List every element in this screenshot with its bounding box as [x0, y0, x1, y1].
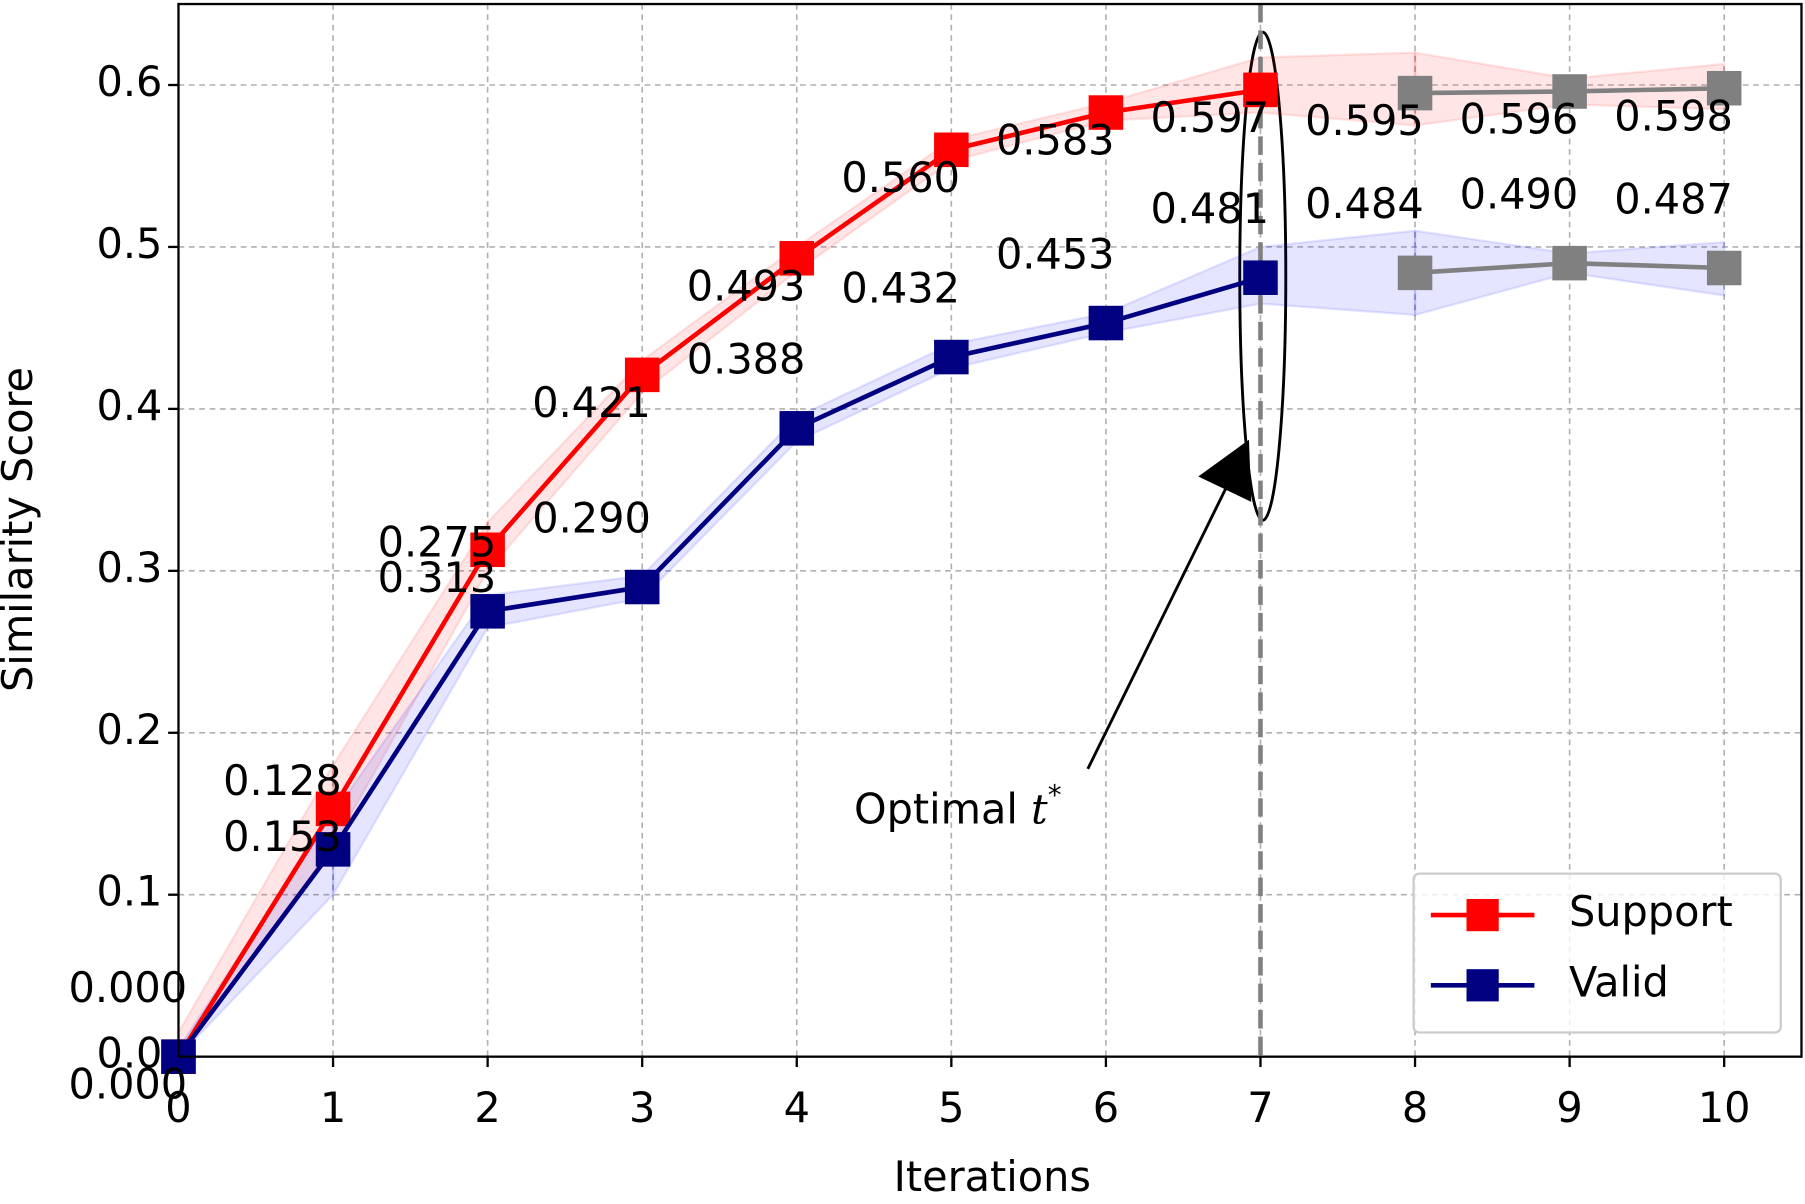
x-tick-label: 0	[165, 1084, 191, 1132]
series-marker	[315, 832, 351, 867]
value-label: 0.596	[1460, 96, 1579, 144]
y-tick-label: 0.2	[96, 706, 162, 754]
series-marker	[315, 791, 351, 827]
value-label: 0.421	[532, 379, 651, 427]
y-tick-label: 0.6	[96, 58, 162, 106]
annotation-symbol: t	[1031, 785, 1048, 833]
series-marker	[1706, 250, 1742, 286]
x-tick-label: 1	[320, 1084, 346, 1132]
y-tick-label: 0.3	[96, 544, 162, 592]
axes-frame	[177, 2, 1803, 1058]
series-line	[176, 87, 1261, 1058]
y-axis-label: Similarity Score	[0, 367, 42, 692]
y-tick-label: 0.5	[96, 220, 162, 268]
value-label: 0.490	[1460, 171, 1579, 219]
series-marker	[1243, 260, 1278, 295]
value-label: 0.453	[996, 230, 1115, 278]
legend-marker	[1466, 898, 1499, 932]
series-marker	[1552, 245, 1587, 281]
value-label: 0.597	[1151, 94, 1270, 142]
value-label: 0.290	[532, 494, 651, 542]
series-marker	[1397, 255, 1433, 291]
series-marker	[779, 241, 815, 276]
confidence-band	[1104, 245, 1262, 335]
x-tick-label: 10	[1698, 1084, 1751, 1132]
x-tick-label: 5	[938, 1084, 964, 1132]
value-label: 0.275	[378, 519, 497, 567]
series-marker	[1397, 75, 1433, 111]
value-label: 0.583	[996, 117, 1115, 165]
x-tick-label: 2	[474, 1084, 500, 1132]
value-label: 0.000	[69, 964, 188, 1012]
annotation: Optimal t*	[854, 779, 1062, 834]
x-tick-label: 7	[1247, 1084, 1273, 1132]
value-label: 0.598	[1614, 92, 1733, 140]
series-marker	[1243, 72, 1278, 108]
value-label: 0.432	[841, 264, 960, 312]
series-marker	[470, 532, 505, 568]
y-tick-label: 0.4	[96, 382, 162, 430]
y-tick-label: 0.1	[96, 868, 162, 916]
value-label: 0.000	[69, 1061, 188, 1109]
x-tick-label: 3	[629, 1084, 655, 1132]
arrow-shaft	[1086, 480, 1231, 770]
value-label: 0.487	[1614, 175, 1733, 223]
legend-label: Support	[1569, 888, 1733, 936]
value-label: 0.128	[223, 757, 342, 805]
x-tick-label: 4	[784, 1084, 810, 1132]
plot-background	[177, 4, 1802, 1058]
x-axis-label: Iterations	[894, 1153, 1091, 1201]
value-label: 0.595	[1305, 97, 1424, 145]
value-label: 0.484	[1305, 180, 1424, 228]
series-marker	[779, 411, 815, 446]
value-label: 0.560	[841, 154, 960, 202]
series-marker	[624, 357, 660, 393]
legend-label: Valid	[1569, 958, 1669, 1006]
y-tick-label: 0.0	[96, 1030, 162, 1078]
legend-marker	[1466, 969, 1499, 1002]
x-tick-label: 6	[1093, 1084, 1119, 1132]
series-marker	[624, 569, 660, 605]
confidence-band	[486, 574, 644, 629]
confidence-band	[1259, 229, 1417, 317]
series-line	[176, 275, 1262, 1059]
arrow-head	[1198, 439, 1252, 502]
x-tick-label: 9	[1556, 1084, 1582, 1132]
annotation-superscript: *	[1048, 779, 1062, 812]
value-label: 0.493	[687, 262, 806, 310]
annotation-text: Optimal	[854, 786, 1018, 834]
series-marker	[470, 594, 505, 629]
value-label: 0.313	[378, 554, 497, 602]
series-marker	[1552, 74, 1587, 109]
series-marker	[934, 339, 969, 375]
series-marker	[1706, 70, 1742, 106]
x-tick-label: 8	[1402, 1084, 1428, 1132]
value-label: 0.481	[1151, 185, 1270, 233]
series-marker	[1088, 305, 1124, 341]
series-marker	[934, 132, 969, 168]
value-label: 0.153	[223, 813, 342, 861]
series-marker	[1088, 95, 1124, 130]
value-label: 0.388	[687, 336, 806, 384]
